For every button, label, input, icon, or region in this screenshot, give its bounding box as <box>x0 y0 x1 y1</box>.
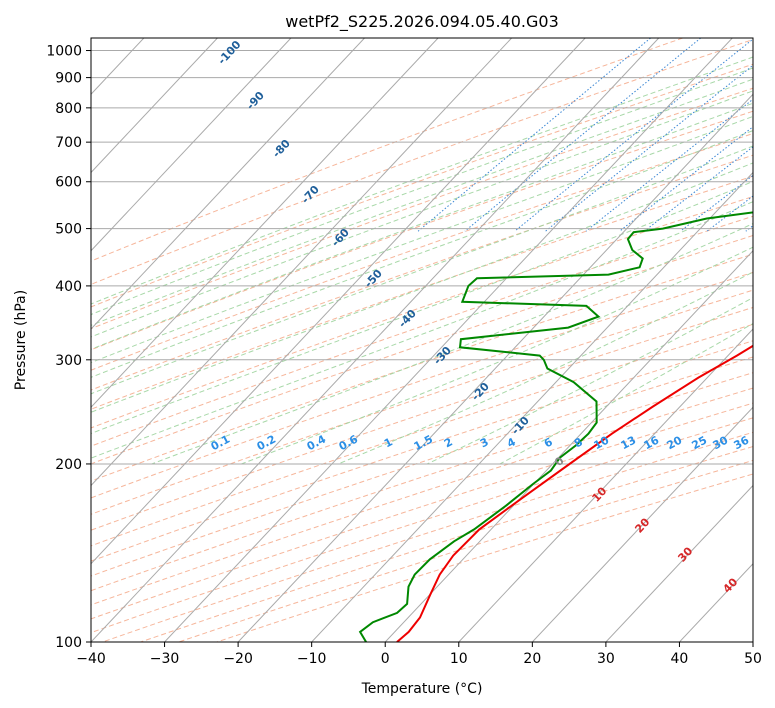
x-tick-label: 10 <box>450 651 468 667</box>
grid-lines <box>91 38 753 642</box>
background-lines <box>91 38 753 642</box>
isotherm-line <box>91 38 660 642</box>
dry-adiabat-line <box>91 387 753 606</box>
y-tick-label: 900 <box>55 71 82 87</box>
dry-adiabat-line <box>91 234 753 465</box>
isotherm-line <box>531 406 753 642</box>
dry-adiabat-line <box>91 306 753 531</box>
isotherm-line <box>605 484 753 642</box>
isotherm-line <box>91 38 218 174</box>
mixing-ratio-label: 10 <box>592 433 612 452</box>
moist-adiabat-line <box>91 162 753 413</box>
isotherm-line <box>237 93 753 642</box>
dry-adiabat-line <box>91 340 753 562</box>
moist-adiabat-line <box>337 271 753 465</box>
plot-frame <box>90 37 754 643</box>
x-tick-label: −40 <box>76 651 106 667</box>
y-tick-label: 300 <box>55 353 82 369</box>
isotherm-line <box>384 250 753 642</box>
isotherm-line <box>91 38 513 487</box>
mixing-ratio-label: 30 <box>711 433 731 452</box>
chart-title: wetPf2_S225.2026.094.05.40.G03 <box>285 12 559 32</box>
isotherm-line <box>164 38 733 642</box>
y-tick-label: 400 <box>55 279 82 295</box>
dry-adiabat-line <box>91 63 753 308</box>
mixing-ratio-line <box>514 38 753 232</box>
x-tick-label: 30 <box>597 651 615 667</box>
y-tick-label: 600 <box>55 175 82 191</box>
y-axis-label: Pressure (hPa) <box>13 290 29 390</box>
x-tick-label: −10 <box>297 651 327 667</box>
dry-adiabat-line <box>91 323 753 547</box>
moist-adiabat-line <box>91 130 753 378</box>
isotherm-line <box>91 38 365 330</box>
moist-adiabat-line <box>151 223 753 465</box>
moist-adiabat-line <box>91 90 753 338</box>
dry-adiabat-line <box>91 215 753 447</box>
x-tick-label: 0 <box>381 651 390 667</box>
mixing-ratio-label: 20 <box>665 433 685 452</box>
isotherm-line <box>91 38 439 408</box>
mixing-ratio-label: 36 <box>732 433 752 452</box>
y-tick-label: 800 <box>55 101 82 117</box>
dry-adiabat-line <box>91 133 753 371</box>
dry-adiabat-line <box>91 175 753 410</box>
y-tick-label: 700 <box>55 135 82 151</box>
mixing-ratio-label: 16 <box>642 433 662 452</box>
dry-adiabat-line <box>91 38 753 285</box>
dry-adiabat-line <box>91 372 753 592</box>
x-tick-label: 50 <box>744 651 762 667</box>
x-tick-label: 20 <box>523 651 541 667</box>
moist-adiabat-line <box>91 56 753 305</box>
dry-adiabat-line <box>91 195 753 429</box>
isotherm-line <box>311 171 753 642</box>
moist-adiabat-line <box>499 322 753 465</box>
dry-adiabat-line <box>91 271 753 499</box>
isotherm-line <box>91 38 292 252</box>
mixing-ratio-line <box>417 38 651 232</box>
temperature-line <box>396 344 753 642</box>
dry-adiabat-line <box>91 289 753 515</box>
isotherm-line <box>91 38 586 565</box>
moist-adiabat-line <box>426 297 753 465</box>
profile-lines <box>358 211 753 642</box>
mixing-ratio-line <box>680 174 753 232</box>
mixing-ratio-line <box>545 64 753 232</box>
isotherm-line <box>458 328 753 642</box>
dry-adiabat-line <box>91 87 753 330</box>
mixing-ratio-label: 13 <box>619 434 639 453</box>
moist-adiabat-line <box>91 67 753 316</box>
y-tick-label: 500 <box>55 222 82 238</box>
axes: −40 −30 −20 −10 0 10 20 30 40 50 100 200 300 400 500 60… <box>46 44 762 667</box>
y-tick-label: 200 <box>55 457 82 473</box>
dry-adiabat-line <box>91 253 753 482</box>
x-tick-label: 40 <box>671 651 689 667</box>
dry-adiabat-line <box>91 356 753 577</box>
dewpoint-line <box>358 211 753 642</box>
mixing-ratio-label: 25 <box>690 434 710 453</box>
y-tick-label: 100 <box>55 635 82 651</box>
x-tick-label: −30 <box>150 651 180 667</box>
x-tick-label: −20 <box>223 651 253 667</box>
moist-adiabat-line <box>91 102 753 350</box>
y-tick-label: 1000 <box>46 44 82 60</box>
x-axis-label: Temperature (°C) <box>361 681 483 697</box>
dry-adiabat-line <box>91 38 683 262</box>
